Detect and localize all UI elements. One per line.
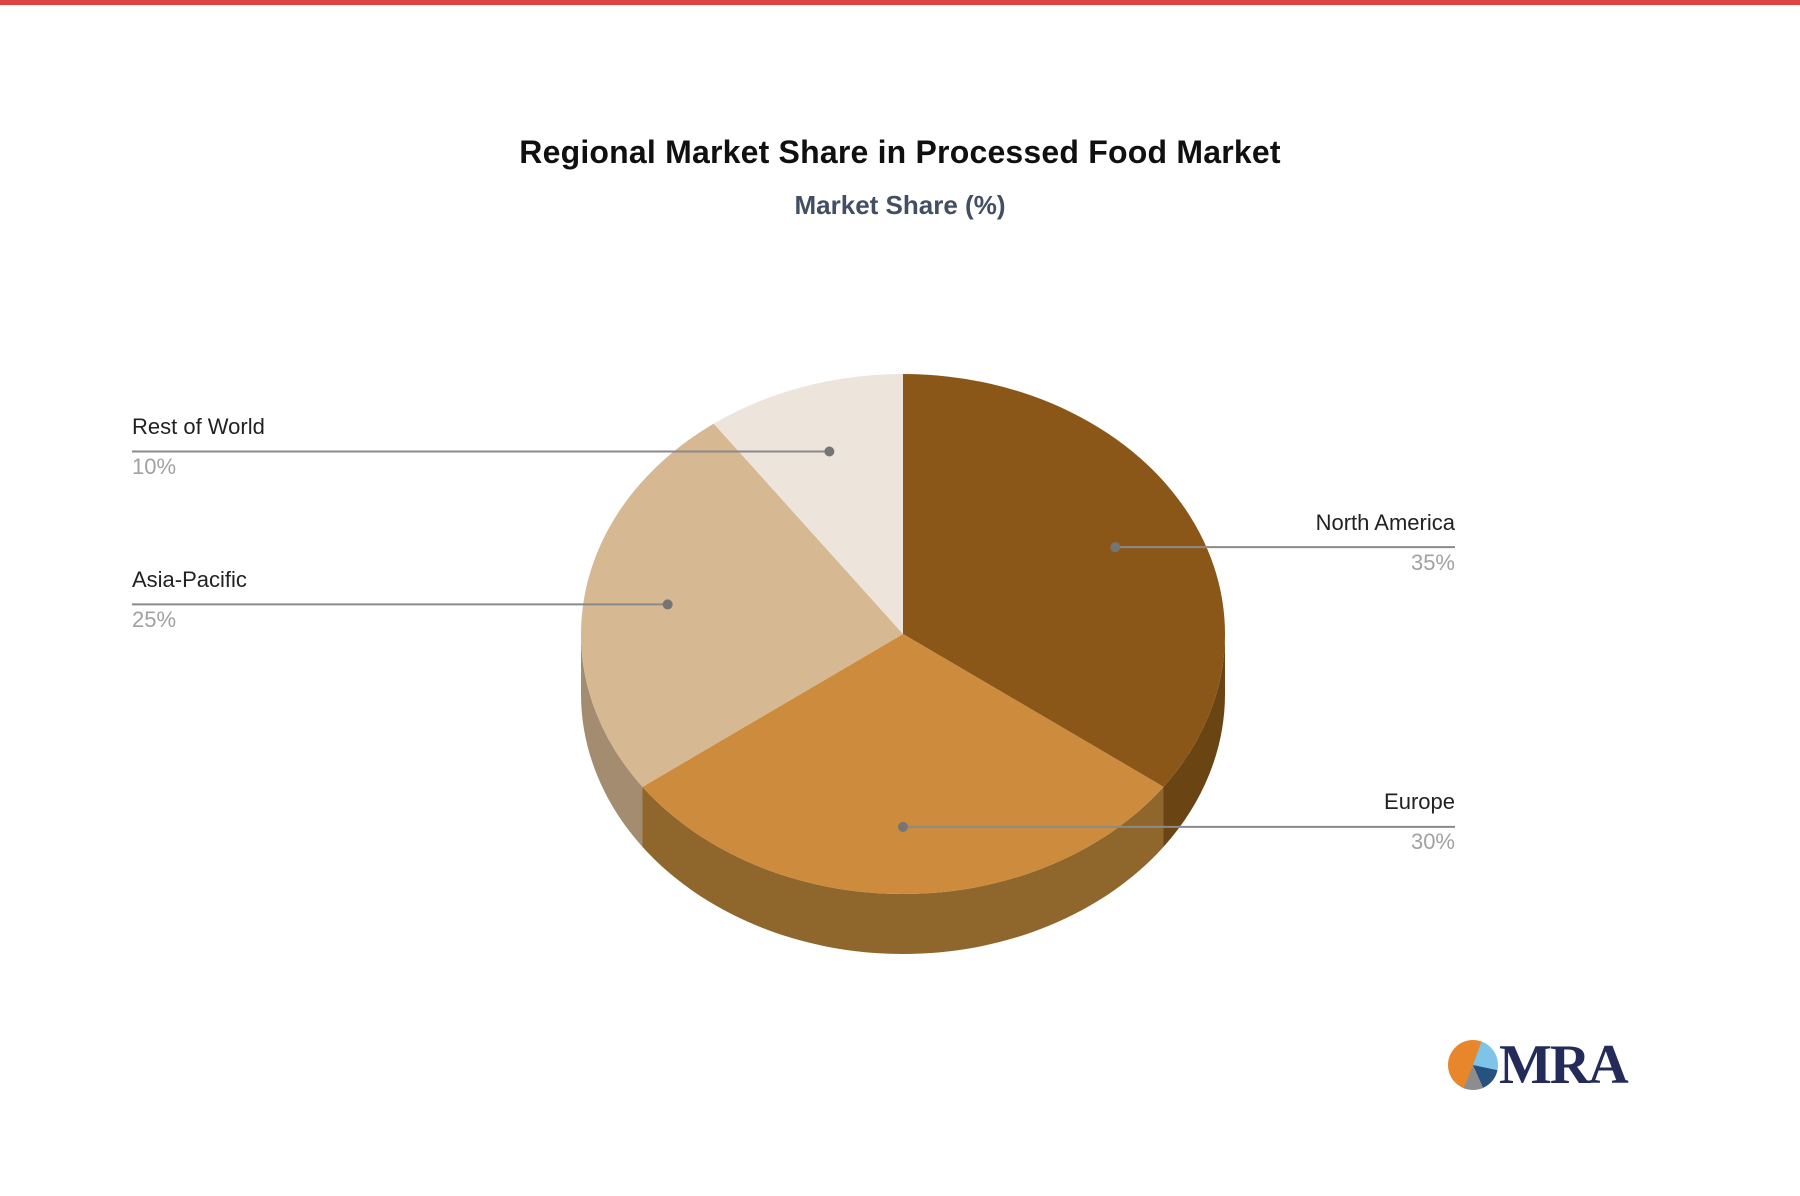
slice-label-rest-of-world: Rest of World 10%: [132, 415, 265, 479]
pie-slice-side-north-america: [1163, 634, 1225, 847]
logo-pie-icon: [1448, 1040, 1498, 1090]
pie-slice-asia-pacific[interactable]: [581, 423, 903, 787]
slice-percentage: 25%: [132, 606, 177, 632]
slice-label-north-america: North America 35%: [1315, 509, 1455, 575]
leader-dot-rest-of-world: [824, 446, 835, 457]
logo-mra: MRA: [1448, 1034, 1629, 1096]
chart-subtitle: Market Share (%): [794, 190, 1006, 220]
pie-slice-side-europe: [642, 786, 1164, 954]
top-accent-strip: [0, 0, 1800, 5]
slice-label-europe: Europe 30%: [1384, 790, 1455, 854]
leader-dot-north-america: [1110, 542, 1121, 553]
slice-percentage: 35%: [1410, 549, 1455, 575]
slice-percentage: 10%: [132, 454, 177, 480]
slice-name: Asia-Pacific: [132, 566, 247, 592]
pie-slice-north-america[interactable]: [903, 374, 1225, 787]
slice-label-asia-pacific: Asia-Pacific 25%: [132, 566, 247, 632]
logo-text: MRA: [1499, 1034, 1629, 1096]
slice-percentage: 30%: [1410, 829, 1455, 855]
pie-slice-side-asia-pacific: [581, 634, 643, 847]
chart-title: Regional Market Share in Processed Food …: [519, 134, 1281, 170]
pie-slice-europe[interactable]: [642, 634, 1164, 894]
slice-name: Europe: [1384, 789, 1455, 815]
slice-name: North America: [1315, 509, 1455, 535]
slice-name: Rest of World: [132, 414, 265, 440]
pie-slice-rest-of-world[interactable]: [713, 374, 903, 634]
leader-dot-europe: [898, 821, 908, 832]
leader-dot-asia-pacific: [662, 599, 673, 610]
